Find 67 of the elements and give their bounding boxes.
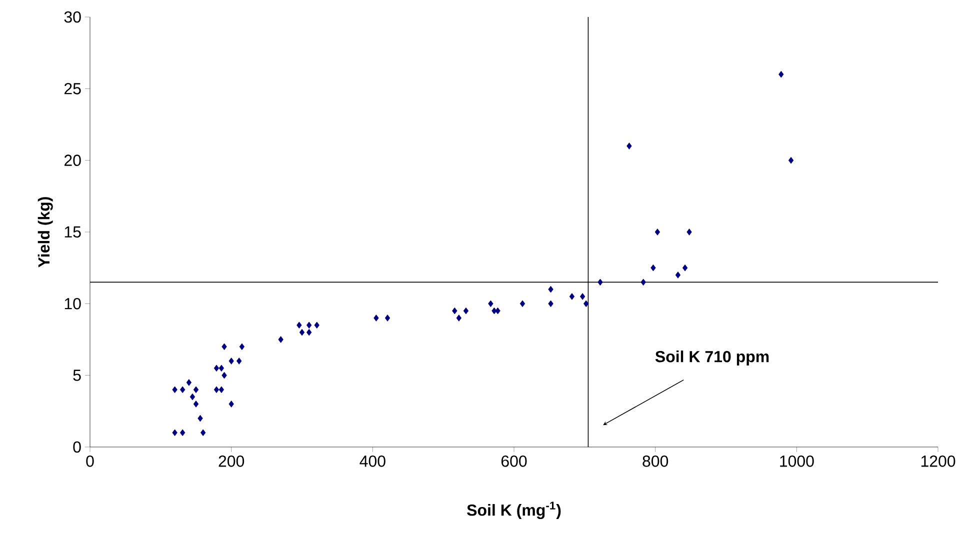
point bbox=[495, 307, 500, 314]
point bbox=[492, 307, 497, 314]
point bbox=[682, 264, 688, 272]
y-tick-label: 10 bbox=[64, 298, 81, 310]
point bbox=[222, 343, 227, 350]
point bbox=[640, 278, 646, 286]
x-tick-label: 1200 bbox=[921, 456, 956, 467]
point bbox=[520, 300, 526, 308]
point bbox=[384, 314, 390, 322]
y-axis-title: Yield (kg) bbox=[38, 197, 53, 268]
point bbox=[190, 393, 196, 400]
point bbox=[172, 429, 178, 436]
point bbox=[198, 414, 203, 422]
point bbox=[548, 286, 554, 293]
point bbox=[598, 278, 603, 286]
point bbox=[456, 314, 462, 322]
point bbox=[488, 300, 494, 308]
point bbox=[306, 322, 312, 329]
point bbox=[788, 156, 794, 164]
point bbox=[193, 400, 199, 408]
point bbox=[186, 379, 192, 386]
point bbox=[650, 264, 656, 272]
point bbox=[580, 293, 586, 300]
point bbox=[306, 328, 312, 336]
x-tick-label: 400 bbox=[360, 456, 386, 467]
point bbox=[228, 400, 234, 408]
x-tick-label: 1000 bbox=[780, 456, 814, 467]
x-tick-label: 600 bbox=[501, 456, 527, 467]
point bbox=[675, 272, 681, 278]
point bbox=[172, 386, 178, 394]
point bbox=[583, 300, 589, 308]
point bbox=[626, 142, 632, 150]
point bbox=[452, 307, 458, 314]
x-axis-title: Soil K (mg$^{-1}$) bbox=[467, 502, 561, 520]
annotation: Soil K 710 ppm bbox=[655, 350, 769, 366]
point bbox=[218, 364, 224, 372]
point bbox=[686, 228, 692, 236]
point bbox=[218, 386, 224, 394]
point bbox=[193, 386, 199, 394]
point bbox=[236, 358, 242, 364]
point bbox=[278, 336, 284, 343]
point bbox=[239, 343, 245, 350]
x-tick-label: 800 bbox=[642, 456, 668, 467]
y-tick-label: 20 bbox=[64, 154, 81, 166]
point bbox=[296, 322, 302, 329]
point bbox=[654, 228, 660, 236]
y-tick-label: 25 bbox=[64, 83, 81, 94]
point bbox=[222, 372, 227, 379]
y-tick-label: 15 bbox=[64, 226, 81, 238]
y-tick-label: 0 bbox=[73, 441, 81, 453]
y-tick-label: 5 bbox=[73, 370, 81, 381]
point bbox=[214, 386, 220, 394]
point bbox=[299, 328, 305, 336]
point bbox=[200, 429, 206, 436]
point bbox=[374, 314, 379, 322]
y-tick-label: 30 bbox=[64, 11, 81, 23]
point bbox=[214, 364, 220, 372]
point bbox=[548, 300, 554, 308]
point bbox=[778, 70, 784, 78]
point bbox=[180, 386, 186, 394]
point bbox=[228, 358, 234, 364]
point bbox=[463, 307, 469, 314]
point bbox=[569, 293, 575, 300]
point bbox=[314, 322, 320, 329]
point bbox=[180, 429, 186, 436]
x-tick-label: 200 bbox=[218, 456, 244, 467]
x-tick-label: 0 bbox=[86, 456, 94, 467]
